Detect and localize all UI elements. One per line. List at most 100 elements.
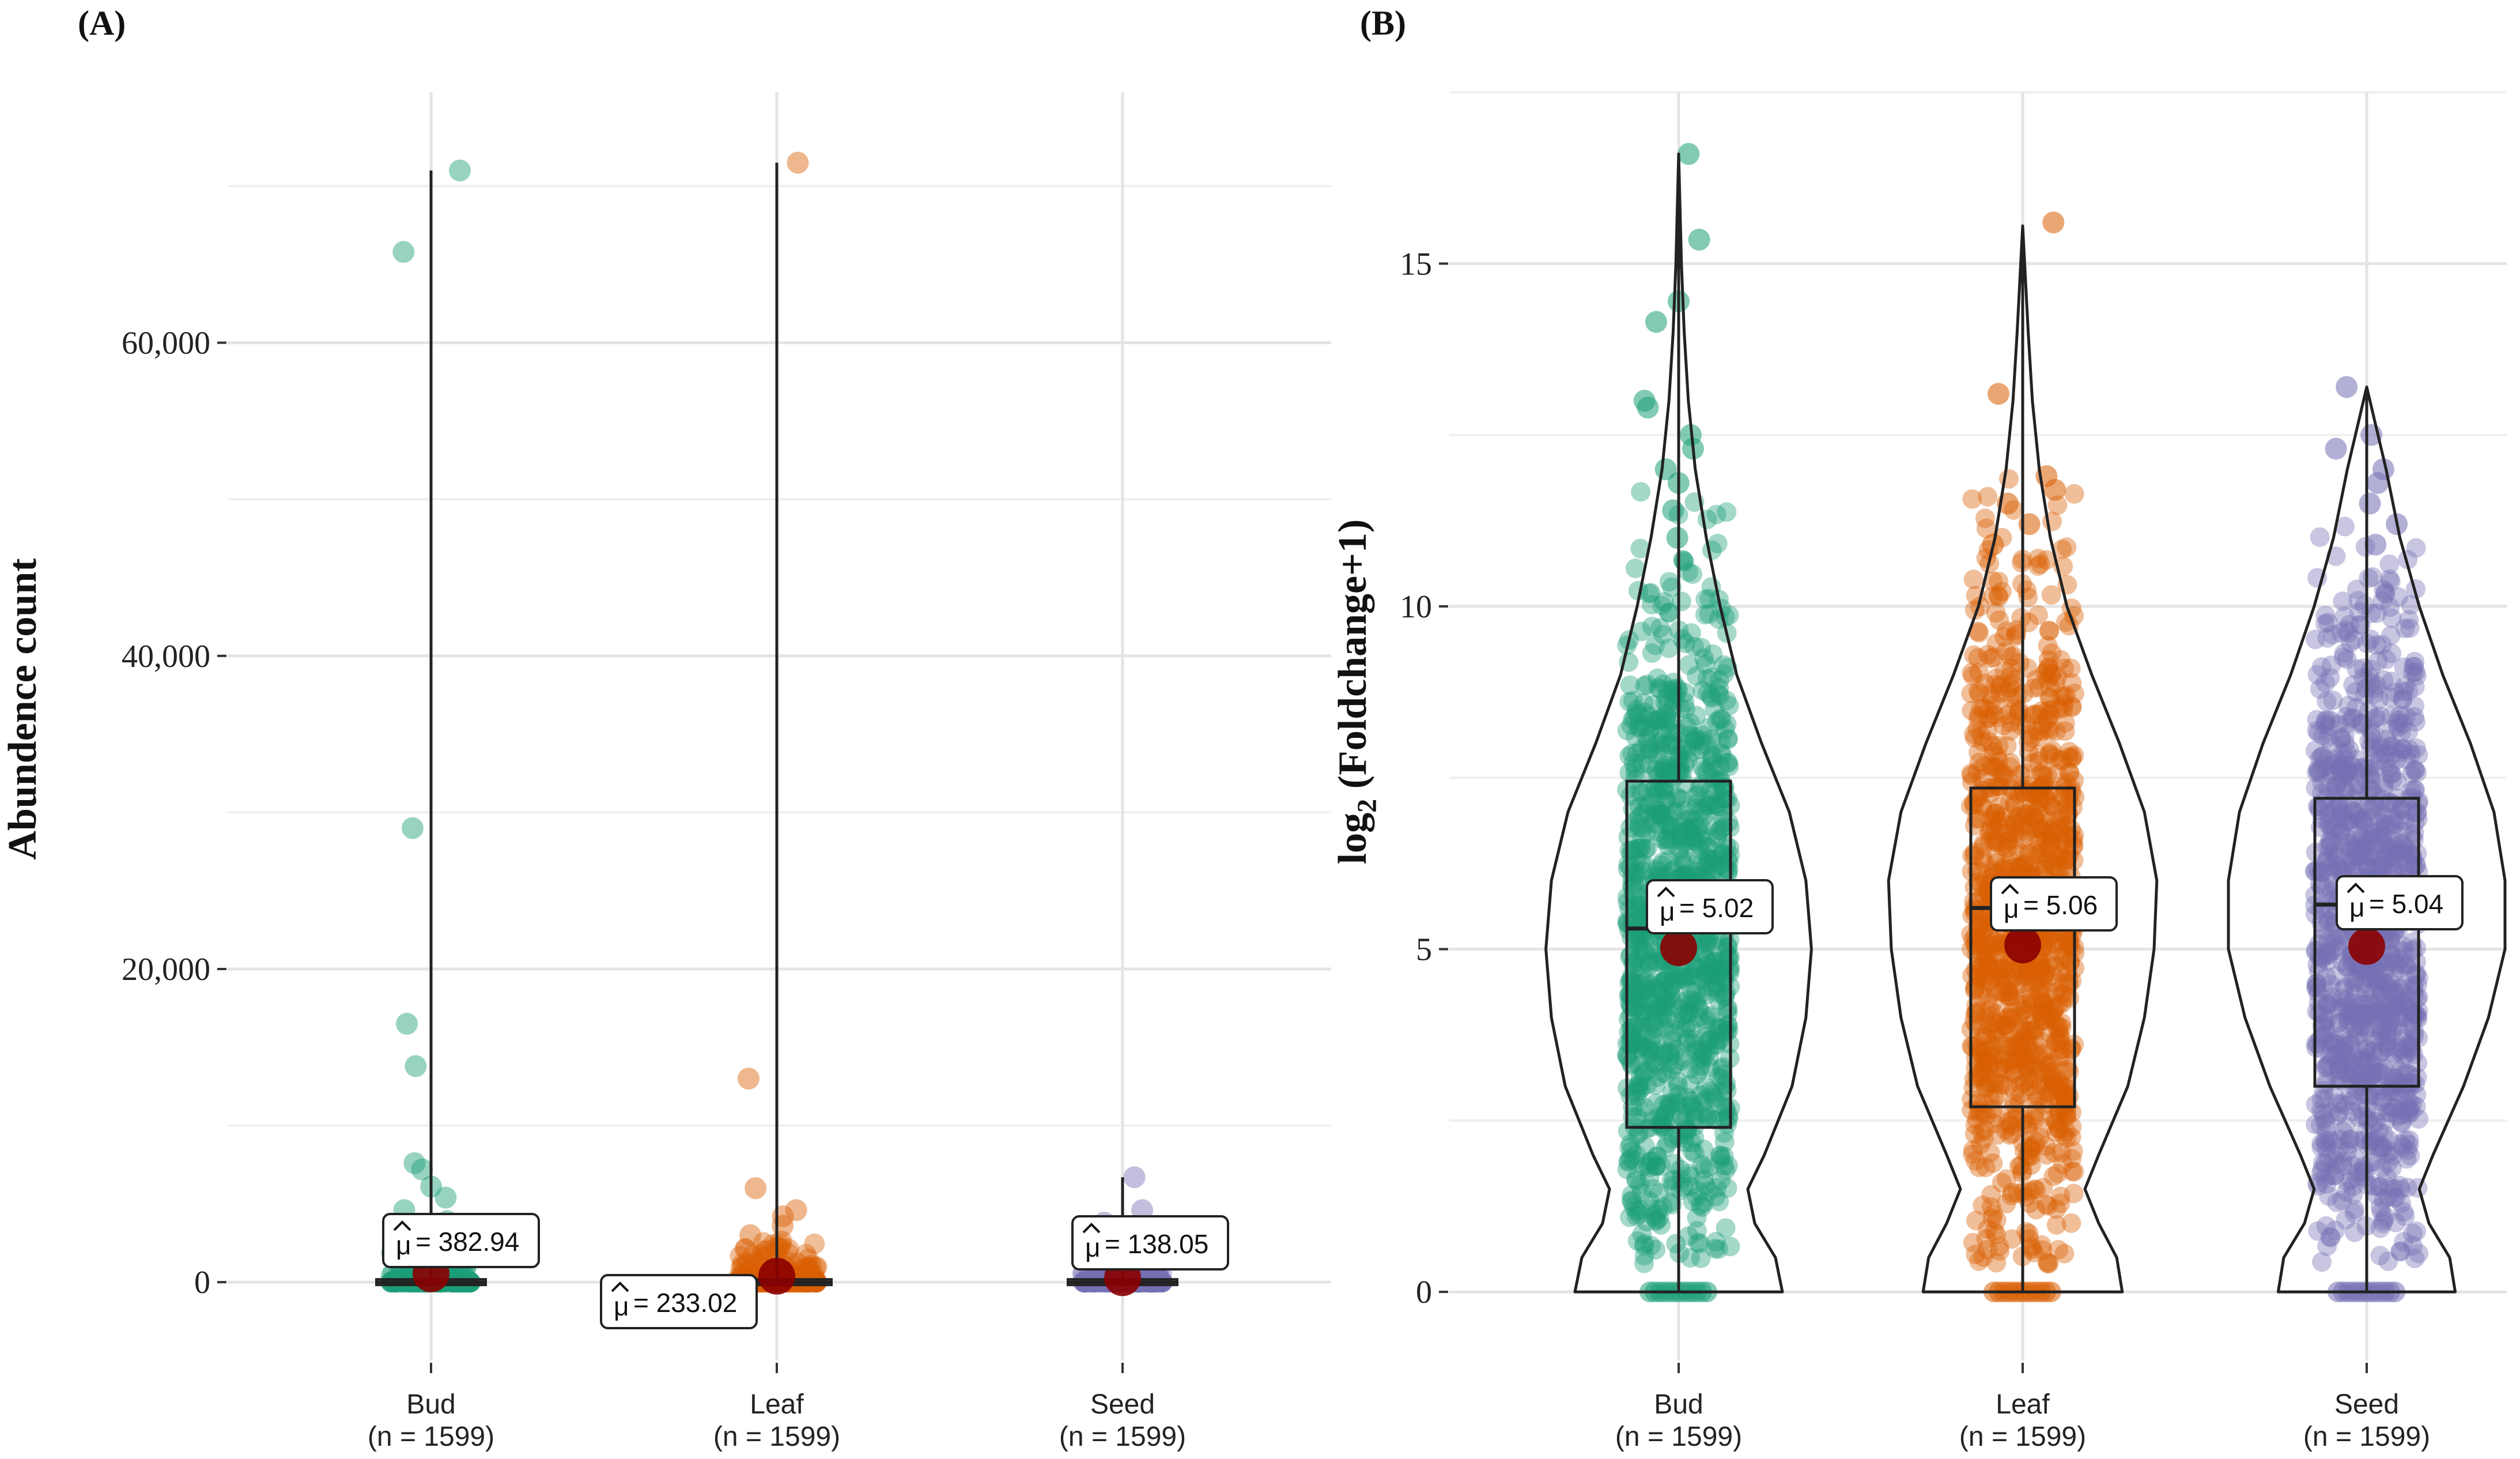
data-point: [1626, 1170, 1646, 1190]
data-point: [732, 1257, 754, 1278]
data-point: [1627, 1231, 1648, 1251]
data-point: [1996, 833, 2016, 853]
data-point: [2031, 701, 2051, 721]
high-point: [2044, 478, 2066, 501]
data-point: [1691, 730, 1712, 751]
data-point: [1695, 1103, 1716, 1123]
data-point: [1659, 761, 1679, 782]
data-point: [2064, 684, 2084, 704]
data-point: [2370, 1246, 2390, 1266]
data-point: [1690, 739, 1710, 759]
data-point: [1700, 959, 1720, 979]
data-point: [1691, 1248, 1711, 1268]
data-point: [1654, 1000, 1674, 1020]
data-point: [1630, 981, 1650, 1001]
data-point: [1651, 1215, 1671, 1235]
data-point: [1650, 1115, 1671, 1135]
data-point: [1624, 812, 1645, 832]
data-point: [1708, 983, 1728, 1003]
high-point: [2359, 492, 2381, 515]
data-point: [1647, 1009, 1667, 1030]
data-point: [1694, 1193, 1714, 1213]
data-point: [1674, 1005, 1694, 1025]
data-point: [1687, 1221, 1707, 1241]
data-point: [2333, 591, 2353, 612]
data-point: [1972, 926, 1992, 947]
data-point: [1658, 990, 1678, 1010]
data-point: [2366, 970, 2386, 990]
data-point: [1620, 1148, 1641, 1168]
data-point: [2405, 780, 2425, 800]
data-point: [2387, 771, 2407, 791]
data-point: [1702, 688, 1722, 708]
data-point: [2371, 1202, 2391, 1222]
data-point: [1692, 1044, 1712, 1064]
data-point: [1641, 1034, 1661, 1054]
data-point: [1702, 1084, 1722, 1104]
data-point: [1680, 1166, 1701, 1186]
data-point: [1687, 827, 1707, 847]
data-point: [1694, 648, 1714, 668]
data-point: [2379, 554, 2400, 574]
data-point: [2028, 751, 2049, 771]
data-point: [1678, 749, 1698, 770]
data-point: [1701, 729, 1721, 749]
data-point: [1702, 745, 1722, 766]
data-point: [1672, 1051, 1692, 1071]
data-point: [1627, 902, 1648, 922]
data-point: [736, 1252, 757, 1273]
x-label-leaf: Leaf: [750, 1389, 804, 1420]
data-point: [2406, 538, 2426, 558]
data-point: [2335, 977, 2355, 997]
data-point: [798, 1256, 819, 1277]
data-point: [1707, 964, 1727, 985]
data-point: [1675, 1047, 1695, 1068]
data-point: [1998, 1020, 2019, 1040]
data-point: [2339, 837, 2359, 857]
data-point: [1964, 645, 1984, 665]
data-point: [2064, 484, 2084, 504]
data-point: [2396, 706, 2416, 726]
data-point: [1700, 1108, 1720, 1128]
data-point: [1623, 864, 1644, 884]
data-point: [1641, 583, 1661, 603]
mean-point-seed: [2348, 928, 2385, 965]
data-point: [1637, 1075, 1657, 1095]
data-point: [1707, 1178, 1727, 1198]
data-point: [1655, 1044, 1675, 1064]
data-point: [1703, 850, 1724, 870]
data-point: [2057, 537, 2077, 557]
data-point: [1697, 985, 1717, 1005]
outlier-point: [739, 1224, 761, 1246]
data-point: [1632, 1021, 1652, 1041]
x-label-n-bud: (n = 1599): [1615, 1422, 1742, 1452]
data-point: [1707, 1035, 1727, 1055]
data-point: [1661, 577, 1682, 597]
data-point: [2054, 1125, 2074, 1145]
data-point: [1719, 756, 1739, 776]
data-point: [1701, 1030, 1721, 1050]
mean-label-text-0-2: = 138.05: [1105, 1229, 1208, 1259]
data-point: [1699, 856, 1719, 876]
data-point: [730, 1257, 751, 1278]
y-axis-title-main: log: [1331, 813, 1375, 864]
data-point: [2407, 763, 2427, 783]
data-point: [1687, 1208, 1707, 1228]
data-point: [1629, 717, 1649, 737]
data-point: [2039, 620, 2059, 640]
data-point: [1678, 562, 1698, 582]
data-point: [1696, 968, 1716, 989]
data-point: [1653, 1063, 1673, 1083]
mean-point-leaf: [758, 1257, 795, 1295]
data-point: [1618, 1009, 1638, 1029]
data-point: [2377, 1032, 2397, 1053]
data-point: [1691, 638, 1712, 658]
data-point: [1718, 1106, 1739, 1126]
data-point: [1692, 983, 1712, 1003]
data-point: [1652, 595, 1672, 616]
outlier-point: [411, 1158, 433, 1181]
data-point: [1646, 1147, 1667, 1167]
data-point: [1660, 821, 1680, 842]
data-point: [2406, 1084, 2427, 1104]
